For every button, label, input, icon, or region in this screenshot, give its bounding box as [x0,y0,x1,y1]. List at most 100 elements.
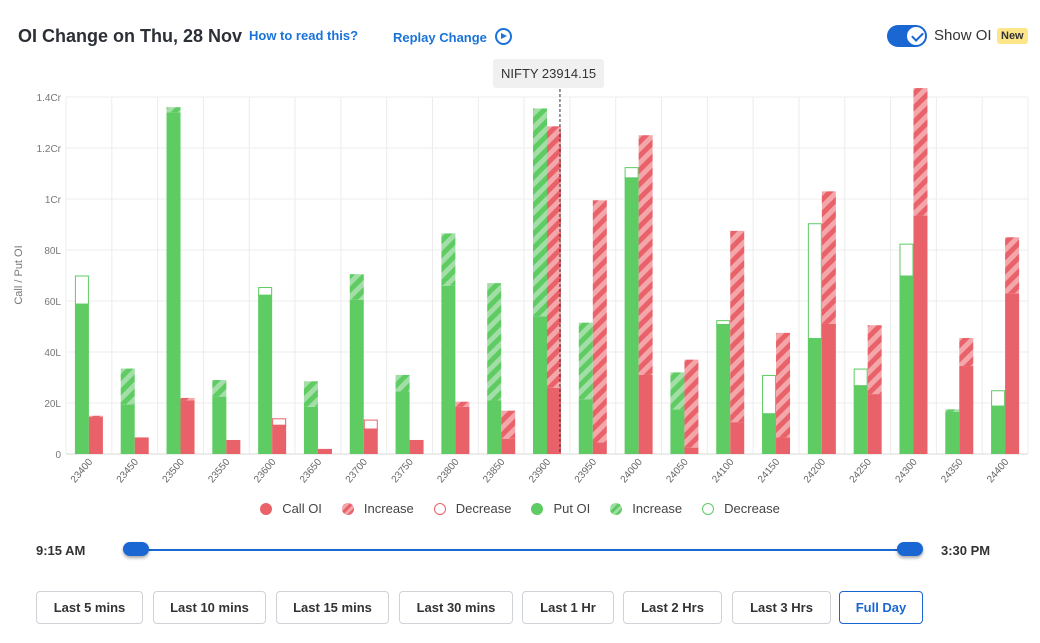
replay-change-button[interactable]: Replay Change [393,28,512,45]
time-slider-track[interactable] [136,549,910,551]
legend-put-increase[interactable]: Increase [610,501,682,516]
put-decrease-bar [762,374,777,415]
range-last-1-hr-button[interactable]: Last 1 Hr [522,591,614,624]
call-increase-bar [959,337,974,367]
legend-label: Call OI [282,501,322,516]
put-decrease-bar [74,275,89,305]
x-tick-label: 23400 [69,457,96,486]
call-oi-bar [776,437,791,454]
y-tick-label: 0 [55,450,61,461]
call-increase-bar [913,88,928,216]
legend-label: Increase [632,501,683,516]
show-oi-toggle[interactable] [887,25,927,47]
x-axis: 23400 23450 23500 23550 23600 23650 23700 23750… [69,457,1012,486]
x-tick-label: 23450 [115,457,142,486]
range-full-day-button[interactable]: Full Day [839,591,923,624]
legend-put-oi[interactable]: Put OI [531,501,590,516]
x-tick-label: 23700 [344,457,371,486]
call-oi-bar [821,323,836,454]
range-last-3-hrs-button[interactable]: Last 3 Hrs [732,591,831,624]
put-oi-bar [578,399,593,454]
call-oi-bar [226,439,241,454]
x-tick-label: 24150 [756,457,783,486]
call-increase-bar [684,359,699,448]
call-increase-bar [180,397,195,401]
put-oi-bar [74,303,89,454]
put-oi-bar [441,285,456,454]
put-increase-bar [166,107,181,113]
slider-start-handle[interactable] [123,542,149,556]
range-last-10-mins-button[interactable]: Last 10 mins [153,591,266,624]
replay-change-label: Replay Change [393,30,487,45]
legend-call-decrease[interactable]: Decrease [433,501,511,516]
legend-label: Put OI [553,501,591,516]
call-increase-bar [776,332,791,438]
put-increase-bar [303,381,318,407]
x-tick-label: 23950 [573,457,600,486]
put-decrease-swatch [702,502,715,515]
toggle-knob [907,27,925,45]
x-tick-label: 23850 [481,457,508,486]
put-oi-bar [670,409,685,454]
legend-call-increase[interactable]: Increase [341,501,414,516]
call-oi-bar [272,424,287,454]
x-tick-label: 24050 [664,457,691,486]
call-oi-bar [1005,293,1020,454]
x-tick-label: 24250 [848,457,875,486]
call-increase-swatch [341,502,354,515]
range-last-30-mins-button[interactable]: Last 30 mins [399,591,513,624]
page-title: OI Change on Thu, 28 Nov [18,26,243,46]
legend-put-decrease[interactable]: Decrease [702,501,780,516]
x-tick-label: 23800 [435,457,462,486]
range-last-5-mins-button[interactable]: Last 5 mins [36,591,143,624]
put-increase-bar [395,374,410,392]
legend-call-oi[interactable]: Call OI [260,501,322,516]
put-oi-bar [349,299,364,454]
call-oi-bar [638,374,653,454]
call-oi-bar [867,394,882,454]
put-oi-bar [303,406,318,454]
put-increase-bar [487,283,502,401]
call-increase-bar [501,410,516,439]
call-increase-bar [455,401,470,407]
put-oi-bar [899,275,914,454]
x-tick-label: 24100 [710,457,737,486]
put-oi-bar [487,400,502,454]
call-oi-bar [409,439,424,454]
x-tick-label: 23900 [527,457,554,486]
y-tick-label: 80L [44,246,61,257]
put-increase-bar [578,322,593,400]
put-oi-bar [166,112,181,455]
spot-price-tooltip: NIFTY 23914.15 [493,59,605,88]
call-decrease-bar [272,418,287,426]
put-increase-bar [212,380,227,397]
call-oi-swatch [260,502,273,515]
slider-end-handle[interactable] [897,542,923,556]
call-decrease-bar [363,419,378,430]
call-increase-bar [821,191,836,324]
put-decrease-bar [258,286,273,296]
put-oi-bar [533,316,547,454]
call-oi-bar [592,442,607,454]
x-tick-label: 24000 [619,457,646,486]
x-tick-label: 23750 [390,457,417,486]
put-decrease-bar [624,167,639,179]
call-oi-bar [501,438,516,454]
call-oi-bar [180,400,195,454]
x-tick-label: 23550 [206,457,233,486]
put-decrease-bar [853,368,868,387]
put-decrease-bar [807,223,822,339]
put-increase-bar [441,233,456,286]
x-tick-label: 23650 [298,457,325,486]
call-increase-bar [547,126,561,388]
oi-change-chart: 0 20L 40L 60L 80L 1Cr 1.2Cr 1.4Cr 23400 23450 235… [13,88,1029,486]
put-oi-bar [395,391,410,454]
put-oi-bar [762,413,777,454]
range-last-2-hrs-button[interactable]: Last 2 Hrs [623,591,722,624]
legend-label: Increase [363,501,414,516]
put-decrease-bar [716,320,731,325]
y-tick-label: 40L [44,348,61,359]
how-to-read-link[interactable]: How to read this? [249,28,359,43]
range-last-15-mins-button[interactable]: Last 15 mins [276,591,389,624]
call-increase-bar [867,325,882,395]
